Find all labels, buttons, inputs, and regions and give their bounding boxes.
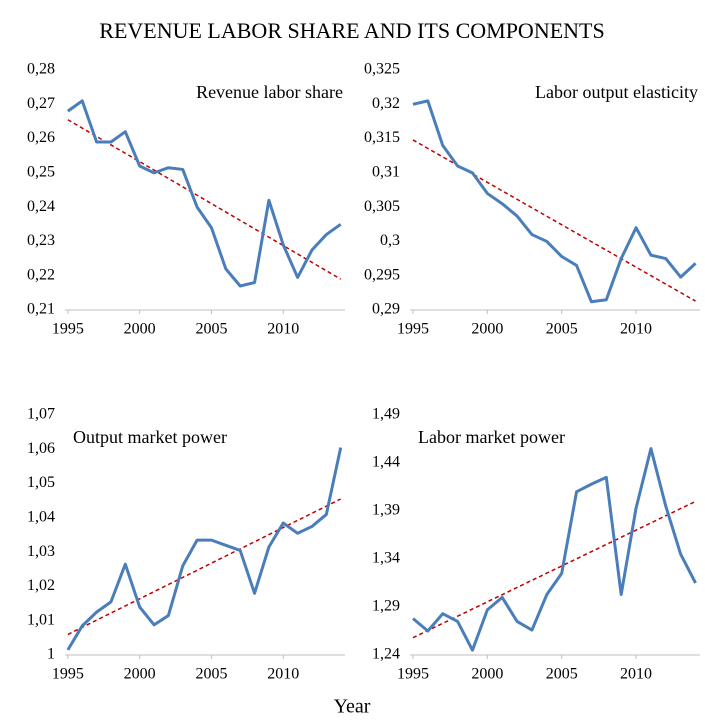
chart-title: REVENUE LABOR SHARE AND ITS COMPONENTS bbox=[99, 18, 604, 43]
y-tick-label: 1,29 bbox=[372, 598, 400, 615]
x-tick-label: 2010 bbox=[267, 321, 299, 338]
y-tick-label: 0,29 bbox=[372, 301, 400, 318]
x-tick-label: 1995 bbox=[52, 321, 84, 338]
panel-title: Labor output elasticity bbox=[535, 82, 698, 102]
y-tick-label: 0,325 bbox=[364, 61, 400, 78]
y-tick-label: 1,03 bbox=[27, 543, 55, 560]
y-tick-label: 0,305 bbox=[364, 198, 400, 215]
x-tick-label: 2010 bbox=[620, 321, 652, 338]
x-tick-label: 1995 bbox=[397, 321, 429, 338]
data-line bbox=[66, 447, 343, 651]
y-tick-label: 1,24 bbox=[372, 646, 400, 663]
y-tick-label: 0,315 bbox=[364, 129, 400, 146]
x-tick-label: 2000 bbox=[124, 666, 156, 683]
panel-title: Labor market power bbox=[418, 427, 565, 447]
x-tick-label: 1995 bbox=[397, 666, 429, 683]
y-tick-label: 1,44 bbox=[372, 454, 400, 471]
y-tick-label: 1,05 bbox=[27, 474, 55, 491]
data-line bbox=[412, 447, 697, 652]
x-tick-label: 2010 bbox=[620, 666, 652, 683]
y-tick-label: 1,01 bbox=[27, 611, 55, 628]
panel-title: Revenue labor share bbox=[196, 82, 343, 102]
y-tick-label: 0,21 bbox=[27, 301, 55, 318]
x-tick-label: 2005 bbox=[546, 666, 578, 683]
y-tick-label: 1 bbox=[47, 646, 55, 663]
x-tick-label: 2010 bbox=[267, 666, 299, 683]
y-tick-label: 0,295 bbox=[364, 266, 400, 283]
y-tick-label: 0,28 bbox=[27, 61, 55, 78]
y-tick-label: 1,39 bbox=[372, 502, 400, 519]
y-tick-label: 0,27 bbox=[27, 95, 55, 112]
y-tick-label: 1,34 bbox=[372, 550, 400, 567]
trend-line bbox=[67, 119, 342, 280]
y-tick-label: 1,07 bbox=[27, 406, 55, 423]
trend-line bbox=[412, 500, 696, 639]
y-tick-label: 0,3 bbox=[380, 232, 400, 249]
y-tick-label: 0,23 bbox=[27, 232, 55, 249]
y-tick-label: 1,49 bbox=[372, 406, 400, 423]
y-tick-label: 0,25 bbox=[27, 164, 55, 181]
y-tick-label: 0,24 bbox=[27, 198, 55, 215]
panel-title: Output market power bbox=[73, 427, 227, 447]
data-line bbox=[412, 99, 697, 304]
x-axis-label: Year bbox=[334, 696, 371, 718]
y-tick-label: 0,32 bbox=[372, 95, 400, 112]
y-tick-label: 1,02 bbox=[27, 577, 55, 594]
x-tick-label: 2000 bbox=[471, 666, 503, 683]
trend-line bbox=[412, 139, 696, 302]
x-tick-label: 2000 bbox=[124, 321, 156, 338]
y-tick-label: 1,06 bbox=[27, 440, 55, 457]
y-tick-label: 1,04 bbox=[27, 509, 55, 526]
x-tick-label: 2005 bbox=[195, 666, 227, 683]
y-tick-label: 0,26 bbox=[27, 129, 55, 146]
x-tick-label: 2005 bbox=[195, 321, 227, 338]
y-tick-label: 0,31 bbox=[372, 164, 400, 181]
trend-line bbox=[67, 498, 342, 636]
x-tick-label: 1995 bbox=[52, 666, 84, 683]
y-tick-label: 0,22 bbox=[27, 266, 55, 283]
data-line bbox=[66, 99, 342, 288]
x-tick-label: 2000 bbox=[471, 321, 503, 338]
x-tick-label: 2005 bbox=[546, 321, 578, 338]
